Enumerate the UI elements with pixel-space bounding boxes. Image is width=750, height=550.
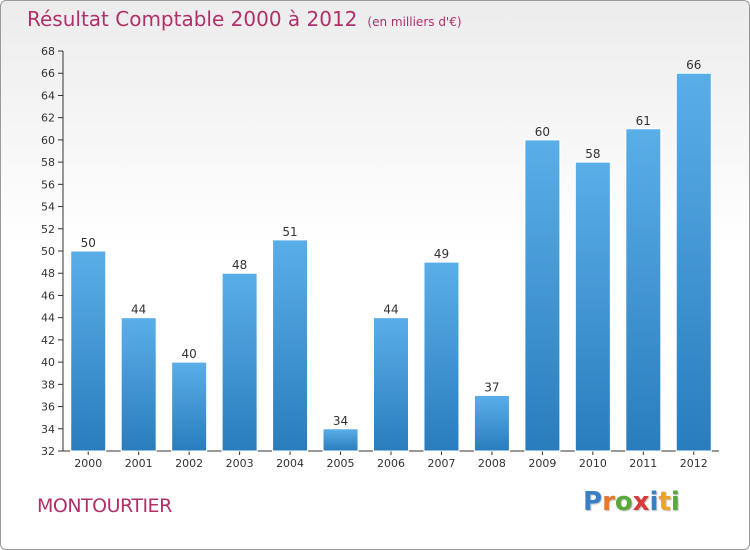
x-tick-label: 2007 xyxy=(427,457,455,470)
bar-2012 xyxy=(675,72,712,452)
x-tick-label: 2010 xyxy=(579,457,607,470)
chart-bars xyxy=(70,72,712,452)
bar-2010 xyxy=(574,161,611,452)
y-tick-label: 34 xyxy=(41,423,55,436)
commune-name: MONTOURTIER xyxy=(37,495,172,517)
bar-2002 xyxy=(171,361,208,452)
bar-2000 xyxy=(70,250,107,452)
bar-value-label: 44 xyxy=(131,303,146,317)
bar-2004 xyxy=(272,239,309,452)
logo-letter: o xyxy=(614,487,633,517)
x-tick-label: 2008 xyxy=(478,457,506,470)
y-tick-label: 38 xyxy=(41,378,55,391)
bar-value-label: 61 xyxy=(636,114,651,128)
y-tick-label: 68 xyxy=(41,45,55,58)
bar-2001 xyxy=(120,317,157,452)
y-tick-label: 56 xyxy=(41,178,55,191)
y-tick-label: 48 xyxy=(41,267,55,280)
bar-2011 xyxy=(625,128,662,452)
bar-value-label: 37 xyxy=(484,380,499,394)
bar-value-label: 50 xyxy=(81,236,96,250)
y-tick-label: 62 xyxy=(41,112,55,125)
y-tick-label: 44 xyxy=(41,312,55,325)
x-tick-label: 2002 xyxy=(175,457,203,470)
chart-subtitle: (en milliers d'€) xyxy=(367,15,462,29)
bar-value-label: 66 xyxy=(686,58,701,72)
x-tick-label: 2012 xyxy=(680,457,708,470)
bar-value-label: 48 xyxy=(232,258,247,272)
chart-title: Résultat Comptable 2000 à 2012 xyxy=(27,7,358,31)
chart-labels: 50 2000 44 2001 40 2002 48 2003 51 2004 34 2005 44 20… xyxy=(74,58,708,470)
bar-value-label: 60 xyxy=(535,125,550,139)
y-tick-label: 60 xyxy=(41,134,55,147)
y-tick-label: 64 xyxy=(41,89,55,102)
bar-value-label: 40 xyxy=(182,347,197,361)
bar-value-label: 34 xyxy=(333,414,348,428)
logo-letter: i xyxy=(649,487,659,517)
y-tick-label: 32 xyxy=(41,445,55,458)
chart-axes: 32 34 36 38 40 42 44 46 48 50 52 54 56 58 60 62 64 66 68 xyxy=(41,45,719,458)
y-tick-label: 52 xyxy=(41,223,55,236)
y-tick-label: 54 xyxy=(41,201,55,214)
proxiti-logo: Proxiti xyxy=(583,487,680,517)
bar-2007 xyxy=(423,261,460,452)
y-tick-label: 66 xyxy=(41,67,55,80)
y-tick-label: 50 xyxy=(41,245,55,258)
bar-2006 xyxy=(373,317,409,452)
logo-letter: r xyxy=(602,487,615,517)
logo-letter: P xyxy=(583,487,603,517)
title-row: Résultat Comptable 2000 à 2012 (en millie… xyxy=(27,7,462,31)
x-tick-label: 2003 xyxy=(226,457,254,470)
bar-value-label: 58 xyxy=(585,147,600,161)
x-tick-label: 2009 xyxy=(528,457,556,470)
bar-2008 xyxy=(473,394,510,452)
bar-value-label: 44 xyxy=(383,303,398,317)
logo-letter: x xyxy=(632,487,650,517)
bar-value-label: 51 xyxy=(282,225,297,239)
x-tick-label: 2005 xyxy=(327,457,355,470)
logo-letter: t xyxy=(658,487,671,517)
y-tick-label: 42 xyxy=(41,334,55,347)
bar-2009 xyxy=(524,139,561,452)
y-tick-label: 36 xyxy=(41,401,55,414)
bar-2003 xyxy=(221,272,258,452)
y-tick-label: 58 xyxy=(41,156,55,169)
y-tick-label: 40 xyxy=(41,356,55,369)
y-tick-label: 46 xyxy=(41,289,55,302)
logo-letter: i xyxy=(670,487,680,517)
x-tick-label: 2011 xyxy=(629,457,657,470)
x-tick-label: 2004 xyxy=(276,457,304,470)
x-tick-label: 2000 xyxy=(74,457,102,470)
x-tick-label: 2001 xyxy=(125,457,153,470)
x-tick-label: 2006 xyxy=(377,457,405,470)
bar-value-label: 49 xyxy=(434,247,449,261)
bar-2005 xyxy=(322,428,359,452)
